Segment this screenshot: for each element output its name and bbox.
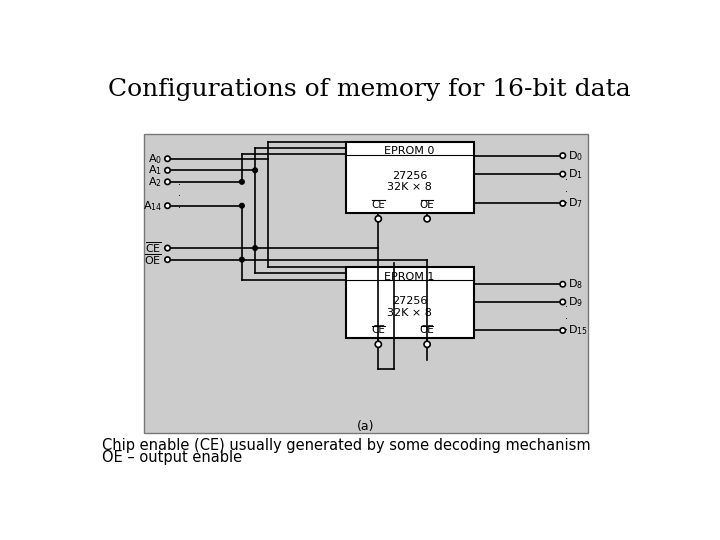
Text: D$_7$: D$_7$ xyxy=(568,197,583,210)
Text: OE: OE xyxy=(420,326,434,335)
Text: 27256: 27256 xyxy=(392,171,428,181)
Circle shape xyxy=(375,215,382,222)
Circle shape xyxy=(253,168,258,173)
Text: A$_{14}$: A$_{14}$ xyxy=(143,199,162,213)
Circle shape xyxy=(424,215,431,222)
Text: A$_2$: A$_2$ xyxy=(148,175,162,189)
Bar xyxy=(144,134,588,433)
Text: Configurations of memory for 16-bit data: Configurations of memory for 16-bit data xyxy=(107,78,631,101)
Text: CE: CE xyxy=(372,326,385,335)
Circle shape xyxy=(240,204,244,208)
Text: 32K × 8: 32K × 8 xyxy=(387,308,432,318)
Bar xyxy=(346,267,474,338)
Circle shape xyxy=(560,201,565,206)
Text: OE – output enable: OE – output enable xyxy=(102,450,242,465)
Text: D$_8$: D$_8$ xyxy=(568,278,583,291)
Text: D$_1$: D$_1$ xyxy=(568,167,583,181)
Circle shape xyxy=(560,328,565,333)
Text: Chip enable (CE) usually generated by some decoding mechanism: Chip enable (CE) usually generated by so… xyxy=(102,438,590,453)
Circle shape xyxy=(375,341,382,347)
Circle shape xyxy=(165,257,170,262)
Circle shape xyxy=(165,156,170,161)
Circle shape xyxy=(165,203,170,208)
Bar xyxy=(346,142,474,213)
Circle shape xyxy=(560,153,565,158)
Text: OE: OE xyxy=(420,200,434,210)
Text: 27256: 27256 xyxy=(392,296,428,306)
Circle shape xyxy=(240,179,244,184)
Text: A$_1$: A$_1$ xyxy=(148,164,162,177)
Circle shape xyxy=(253,246,258,251)
Circle shape xyxy=(560,299,565,305)
Circle shape xyxy=(240,257,244,262)
Text: .
.
.: . . . xyxy=(565,299,568,333)
Text: .
.
.: . . . xyxy=(565,172,568,205)
Text: CE: CE xyxy=(372,200,385,210)
Text: $\overline{\rm CE}$: $\overline{\rm CE}$ xyxy=(145,241,162,255)
Text: EPROM 0: EPROM 0 xyxy=(384,146,435,157)
Circle shape xyxy=(560,281,565,287)
Circle shape xyxy=(165,179,170,185)
Text: A$_0$: A$_0$ xyxy=(148,152,162,166)
Text: .
.
.: . . . xyxy=(178,177,181,210)
Text: (a): (a) xyxy=(356,420,374,433)
Circle shape xyxy=(165,167,170,173)
Circle shape xyxy=(560,171,565,177)
Text: D$_{15}$: D$_{15}$ xyxy=(568,323,588,338)
Circle shape xyxy=(424,341,431,347)
Text: D$_9$: D$_9$ xyxy=(568,295,583,309)
Circle shape xyxy=(165,245,170,251)
Text: EPROM 1: EPROM 1 xyxy=(384,272,435,282)
Text: $\overline{\rm OE}$: $\overline{\rm OE}$ xyxy=(144,252,162,267)
Text: 32K × 8: 32K × 8 xyxy=(387,182,432,192)
Text: D$_0$: D$_0$ xyxy=(568,148,583,163)
